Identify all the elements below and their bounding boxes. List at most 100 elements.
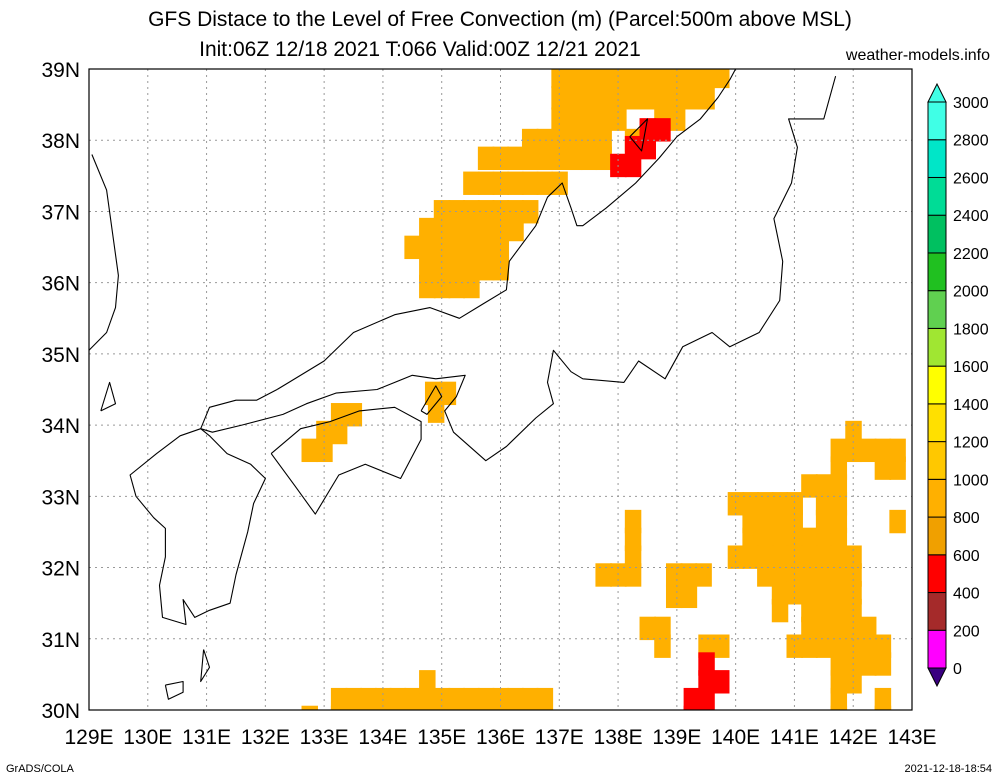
field-cell — [874, 634, 892, 658]
latitude-label: 35N — [41, 344, 80, 367]
field-cell — [330, 705, 348, 710]
footer-software: GrADS/COLA — [6, 763, 74, 775]
field-cell — [680, 584, 698, 609]
field-cell — [742, 492, 759, 516]
field-cell — [536, 171, 554, 195]
field-cell — [771, 563, 789, 587]
field-cell — [815, 634, 833, 658]
field-cell — [845, 438, 862, 463]
field-cell — [521, 200, 539, 224]
field-cell — [683, 69, 701, 89]
field-cell — [330, 403, 348, 427]
field-cell — [433, 705, 451, 710]
field-cell — [830, 598, 848, 623]
colorbar-band — [927, 592, 947, 631]
field-cell — [419, 274, 436, 299]
field-cell — [830, 545, 848, 569]
field-cell — [815, 616, 833, 641]
longitude-label: 137E — [535, 726, 584, 749]
field-cell — [771, 598, 789, 623]
field-cell — [771, 509, 789, 534]
latitude-label: 37N — [41, 201, 80, 224]
field-cell — [889, 456, 906, 480]
field-cell — [815, 492, 833, 516]
colorbar-label: 1400 — [953, 397, 989, 414]
field-cell — [566, 128, 583, 153]
field-cell — [439, 381, 457, 406]
field-cell — [477, 146, 495, 171]
field-cell — [815, 509, 833, 534]
latitude-label: 31N — [41, 629, 80, 652]
field-cell — [404, 235, 421, 260]
colorbar-label: 1000 — [953, 472, 989, 489]
field-cell — [330, 420, 348, 445]
colorbar-label: 800 — [953, 510, 980, 527]
field-cell — [521, 146, 539, 171]
longitude-label: 134E — [358, 726, 407, 749]
field-cell — [404, 705, 421, 710]
field-cell — [680, 563, 698, 587]
field-cell — [477, 257, 495, 281]
field-cell — [698, 634, 715, 658]
coastline — [200, 75, 837, 462]
field-cell — [463, 235, 480, 260]
field-cell — [830, 509, 848, 534]
field-cell — [507, 687, 524, 710]
latitude-label: 36N — [41, 273, 80, 296]
longitude-label: 140E — [711, 726, 760, 749]
field-cell — [360, 687, 377, 710]
field-cell — [815, 581, 833, 605]
field-cell — [786, 492, 803, 516]
field-cell — [624, 545, 642, 569]
field-cell — [463, 217, 480, 242]
longitude-label: 136E — [476, 726, 525, 749]
field-cell — [683, 687, 701, 710]
field-cell — [463, 171, 480, 195]
field-cell — [595, 86, 612, 110]
field-cell — [345, 687, 363, 710]
field-cell — [316, 438, 333, 463]
colorbar-label: 2200 — [953, 246, 989, 263]
field-cell — [845, 545, 862, 569]
longitude-label: 133E — [300, 726, 349, 749]
field-cell — [801, 527, 818, 552]
latitude-label: 30N — [41, 700, 80, 723]
field-cell — [551, 107, 568, 131]
field-cell — [492, 200, 510, 224]
field-cell — [566, 69, 583, 89]
field-cell — [433, 200, 451, 224]
field-cell — [448, 235, 465, 260]
field-cell — [624, 135, 642, 160]
colorbar-band — [927, 516, 947, 556]
field-cell — [757, 492, 774, 516]
latitude-labels: 39N 38N 37N 36N 35N 34N 33N 32N 31N 30N — [41, 59, 80, 723]
field-cell — [654, 634, 671, 658]
colorbar-high-arrow — [927, 82, 947, 103]
longitude-label: 130E — [123, 726, 172, 749]
colorbar-band — [927, 629, 947, 669]
field-cell — [610, 107, 627, 131]
field-cell — [301, 705, 318, 710]
field-cell — [624, 69, 642, 89]
field-cell — [360, 705, 377, 710]
field-cell — [521, 687, 539, 710]
credit-label: weather-models.info — [845, 47, 990, 64]
coastline — [164, 680, 184, 700]
field-cell — [551, 146, 568, 171]
longitude-label: 132E — [241, 726, 290, 749]
colorbar-band — [927, 478, 947, 518]
longitude-label: 141E — [770, 726, 819, 749]
field-cell — [610, 86, 627, 110]
field-cell — [419, 257, 436, 281]
longitude-label: 131E — [182, 726, 231, 749]
field-cell — [580, 86, 598, 110]
field-cell — [595, 146, 612, 171]
field-cell — [668, 107, 686, 131]
field-cell — [771, 527, 789, 552]
field-cell — [477, 217, 495, 242]
field-cell — [845, 420, 862, 445]
field-cell — [713, 670, 730, 694]
field-cell — [419, 235, 436, 260]
field-cell — [433, 217, 451, 242]
